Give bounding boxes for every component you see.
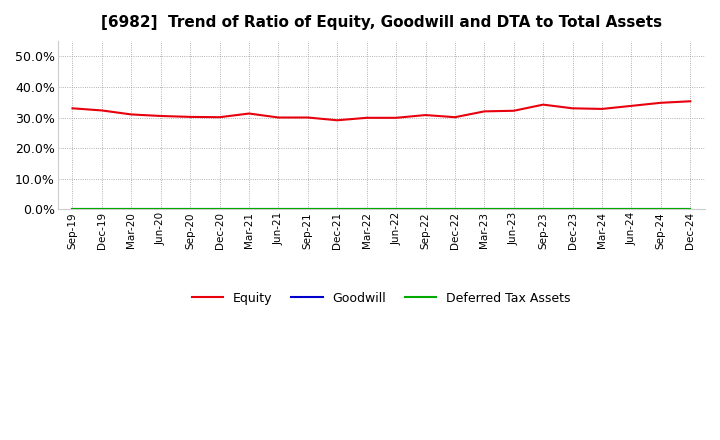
- Goodwill: [686, 207, 695, 212]
- Equity: [539, 102, 547, 107]
- Deferred Tax Assets: [304, 207, 312, 212]
- Deferred Tax Assets: [421, 207, 430, 212]
- Deferred Tax Assets: [480, 207, 489, 212]
- Equity: [127, 112, 135, 117]
- Equity: [510, 108, 518, 114]
- Equity: [245, 111, 253, 116]
- Equity: [333, 117, 341, 123]
- Equity: [421, 112, 430, 117]
- Deferred Tax Assets: [333, 207, 341, 212]
- Deferred Tax Assets: [127, 207, 135, 212]
- Goodwill: [362, 207, 371, 212]
- Deferred Tax Assets: [539, 207, 547, 212]
- Deferred Tax Assets: [598, 207, 606, 212]
- Deferred Tax Assets: [686, 207, 695, 212]
- Deferred Tax Assets: [451, 207, 459, 212]
- Equity: [657, 100, 665, 106]
- Equity: [156, 114, 165, 119]
- Equity: [274, 115, 283, 120]
- Goodwill: [156, 207, 165, 212]
- Deferred Tax Assets: [156, 207, 165, 212]
- Equity: [392, 115, 400, 121]
- Equity: [362, 115, 371, 121]
- Goodwill: [68, 207, 77, 212]
- Goodwill: [568, 207, 577, 212]
- Goodwill: [480, 207, 489, 212]
- Deferred Tax Assets: [274, 207, 283, 212]
- Equity: [215, 114, 224, 120]
- Deferred Tax Assets: [98, 207, 107, 212]
- Equity: [480, 109, 489, 114]
- Deferred Tax Assets: [362, 207, 371, 212]
- Goodwill: [304, 207, 312, 212]
- Equity: [568, 106, 577, 111]
- Equity: [304, 115, 312, 120]
- Goodwill: [539, 207, 547, 212]
- Goodwill: [657, 207, 665, 212]
- Deferred Tax Assets: [657, 207, 665, 212]
- Equity: [686, 99, 695, 104]
- Equity: [451, 114, 459, 120]
- Goodwill: [451, 207, 459, 212]
- Goodwill: [510, 207, 518, 212]
- Deferred Tax Assets: [245, 207, 253, 212]
- Goodwill: [274, 207, 283, 212]
- Deferred Tax Assets: [392, 207, 400, 212]
- Goodwill: [421, 207, 430, 212]
- Goodwill: [98, 207, 107, 212]
- Equity: [68, 106, 77, 111]
- Line: Equity: Equity: [73, 101, 690, 120]
- Goodwill: [392, 207, 400, 212]
- Deferred Tax Assets: [68, 207, 77, 212]
- Goodwill: [127, 207, 135, 212]
- Goodwill: [215, 207, 224, 212]
- Deferred Tax Assets: [568, 207, 577, 212]
- Equity: [627, 103, 636, 109]
- Goodwill: [627, 207, 636, 212]
- Equity: [598, 106, 606, 112]
- Equity: [98, 108, 107, 113]
- Deferred Tax Assets: [510, 207, 518, 212]
- Goodwill: [245, 207, 253, 212]
- Goodwill: [186, 207, 194, 212]
- Legend: Equity, Goodwill, Deferred Tax Assets: Equity, Goodwill, Deferred Tax Assets: [187, 286, 576, 309]
- Equity: [186, 114, 194, 120]
- Deferred Tax Assets: [627, 207, 636, 212]
- Goodwill: [333, 207, 341, 212]
- Goodwill: [598, 207, 606, 212]
- Deferred Tax Assets: [215, 207, 224, 212]
- Title: [6982]  Trend of Ratio of Equity, Goodwill and DTA to Total Assets: [6982] Trend of Ratio of Equity, Goodwil…: [101, 15, 662, 30]
- Deferred Tax Assets: [186, 207, 194, 212]
